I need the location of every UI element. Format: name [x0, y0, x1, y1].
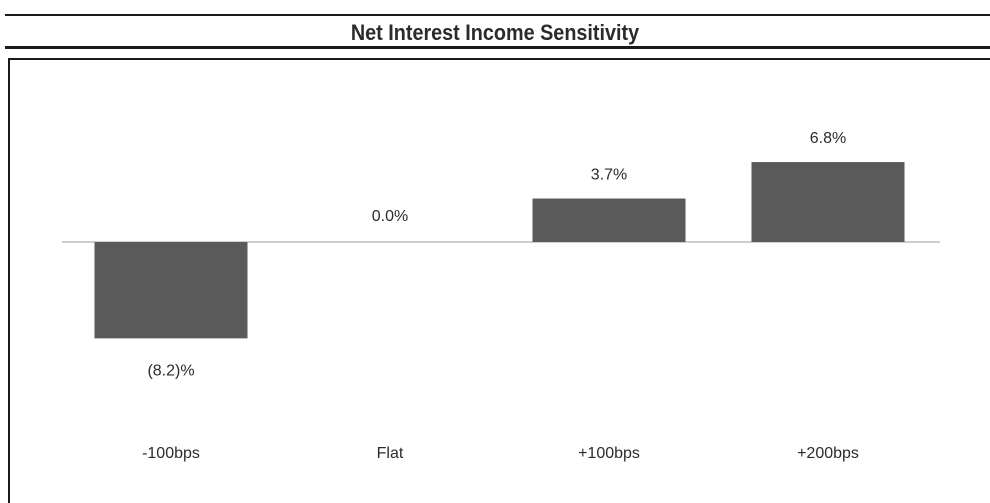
top-rule [5, 14, 990, 16]
panel-left-border [8, 58, 10, 503]
chart-title: Net Interest Income Sensitivity [350, 20, 640, 45]
data-label-3: 6.8% [810, 130, 846, 147]
data-label-0: (8.2)% [147, 362, 194, 379]
data-label-1: 0.0% [372, 208, 408, 225]
bar-3 [751, 162, 905, 242]
category-label-0: -100bps [142, 445, 200, 462]
data-label-2: 3.7% [591, 167, 627, 184]
title-rule [5, 46, 990, 49]
category-label-3: +200bps [797, 445, 859, 462]
category-label-2: +100bps [578, 445, 640, 462]
bar-2 [532, 198, 686, 242]
panel-top-border [8, 58, 990, 60]
category-label-1: Flat [377, 445, 404, 462]
bar-0 [94, 242, 248, 339]
